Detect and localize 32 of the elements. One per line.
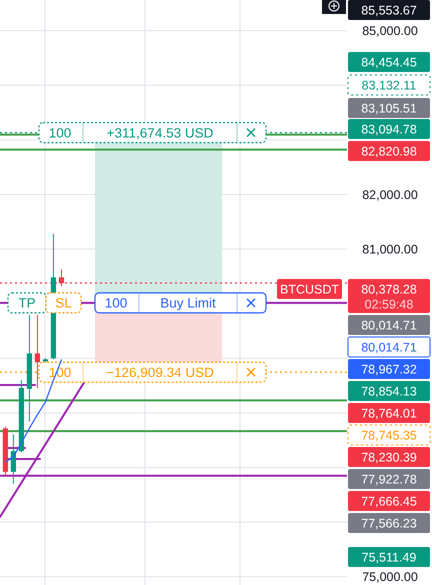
y-tick-label: 82,000.00 [362, 188, 418, 202]
ref-line-label: 78,745.35 [361, 428, 417, 442]
text: 75,511.49 [362, 550, 416, 564]
candlestick [34, 314, 40, 388]
ref-line-label: 83,132.11 [362, 78, 416, 92]
text: 02:59:48 [364, 297, 414, 312]
text: 80,014.71 [361, 318, 417, 332]
text: 80,014.71 [361, 340, 417, 354]
annotation: 100 [48, 125, 72, 140]
annotation: SL [55, 296, 72, 311]
text: 83,105.51 [361, 101, 417, 116]
ref-line-label: 80,378.28 [361, 282, 417, 296]
text: 84,454.45 [361, 55, 417, 70]
text: 78,230.39 [361, 450, 417, 464]
y-tick-label: 85,000.00 [362, 24, 418, 38]
annotation: BTCUSDT [280, 282, 340, 296]
text: 78,764.01 [361, 406, 417, 420]
annotation: +311,674.53 USD [106, 125, 214, 140]
annotation: TP [18, 296, 36, 311]
ref-line-label: 83,094.78 [361, 122, 417, 136]
text: 85,553.67 [361, 3, 417, 18]
annotation: Buy Limit [160, 296, 216, 311]
text: 77,922.78 [361, 472, 417, 486]
ref-line-label: 82,820.98 [361, 144, 417, 158]
text: 78,967.32 [361, 362, 417, 376]
annotation: −126,909.34 USD [106, 364, 214, 380]
y-tick-label: 75,000.00 [362, 570, 418, 584]
y-tick-label: 81,000.00 [362, 242, 418, 256]
text: 77,666.45 [361, 494, 417, 508]
text: 78,854.13 [361, 384, 417, 398]
annotation: 100 [104, 296, 128, 311]
text: 77,566.23 [361, 516, 417, 530]
